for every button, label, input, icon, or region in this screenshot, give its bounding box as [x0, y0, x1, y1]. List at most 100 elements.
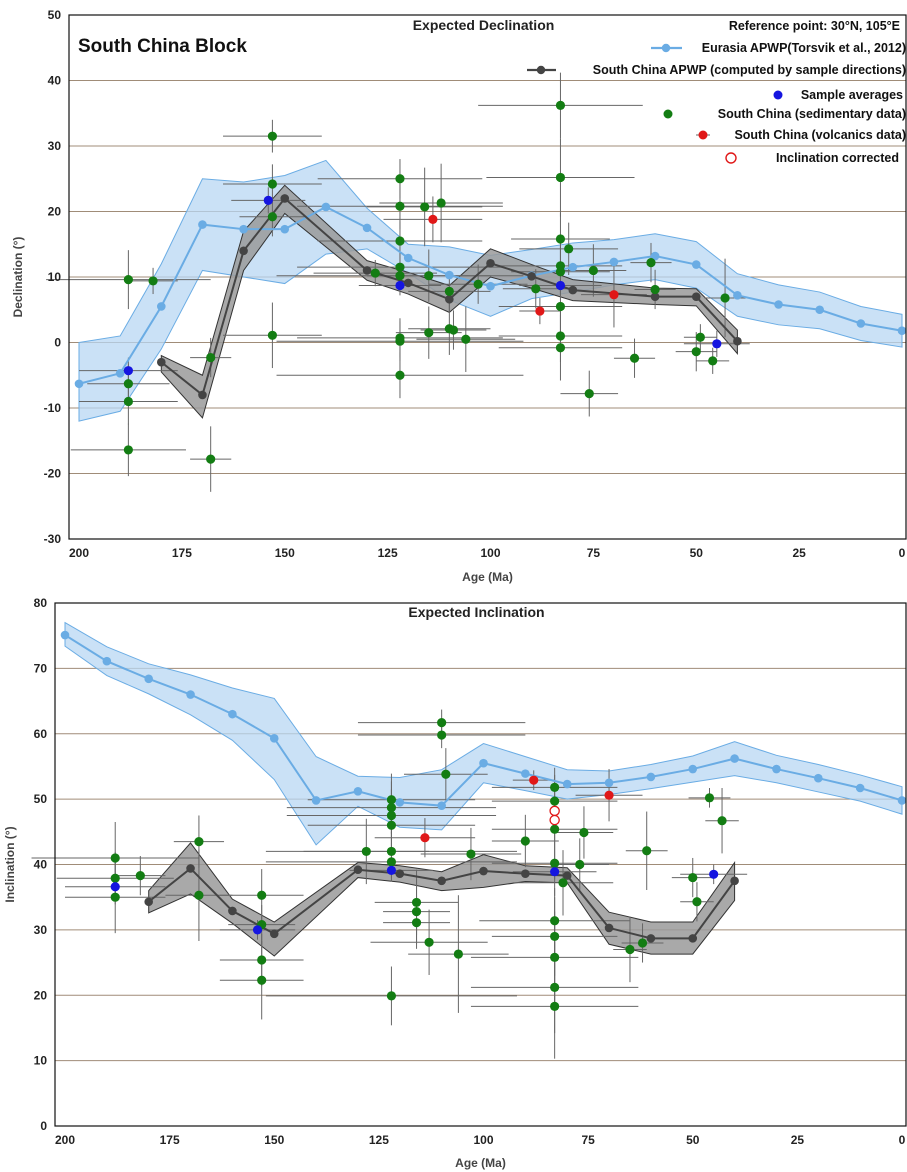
- inc-sedimentary-point: [550, 858, 560, 868]
- inc-sedimentary-point: [386, 820, 397, 830]
- inc-south-china-apwp-point: [688, 934, 698, 943]
- inc-y-tick-label: 0: [40, 1119, 47, 1133]
- dec-sedimentary-point: [370, 268, 380, 278]
- dec-south-china-apwp-point: [527, 272, 536, 281]
- inc-eurasia-apwp-point: [604, 778, 614, 788]
- inc-south-china-apwp-point: [228, 906, 237, 916]
- inc-sedimentary-point: [386, 810, 397, 821]
- inc-x-tick-label: 175: [160, 1133, 180, 1147]
- inclination-panel: 0 10 20 30 40 50 60 70 80 200 175 150 125 100 75 50 25 0 …: [3, 596, 907, 1170]
- dec-sedimentary-point: [448, 325, 459, 335]
- inc-y-tick-label: 50: [34, 792, 48, 806]
- inc-sedimentary-point: [550, 782, 560, 792]
- dec-eurasia-apwp-point: [650, 251, 660, 261]
- block-label: South China Block: [78, 36, 247, 57]
- dec-sedimentary-point: [588, 265, 598, 276]
- dec-sample-point: [263, 195, 273, 205]
- inc-sedimentary-point: [704, 793, 715, 803]
- dec-sedimentary-point: [148, 276, 158, 286]
- dec-eurasia-apwp-point: [568, 262, 578, 272]
- declination-gridlines: [69, 80, 906, 474]
- inc-sedimentary-point: [386, 991, 397, 1001]
- inclination-plot-frame: [54, 602, 907, 1127]
- inc-sedimentary-point: [257, 975, 267, 985]
- dec-eurasia-apwp-point: [280, 224, 290, 234]
- legend-eurasia-label: Eurasia APWP(Torsvik et al., 2012): [702, 41, 906, 55]
- inc-eurasia-apwp-point: [353, 786, 363, 796]
- legend-sedimentary-marker: [663, 109, 673, 119]
- dec-sedimentary-point: [420, 202, 430, 212]
- inc-eurasia-apwp-point: [814, 773, 823, 783]
- dec-sedimentary-point: [555, 331, 566, 341]
- inc-sedimentary-point: [558, 878, 568, 888]
- inc-sedimentary-point: [466, 849, 476, 859]
- inc-sedimentary-point: [257, 890, 267, 900]
- inclination-points: [110, 718, 727, 1011]
- dec-sedimentary-point: [123, 379, 133, 389]
- dec-sedimentary-point: [720, 293, 730, 303]
- inc-sample-point: [110, 882, 120, 892]
- inc-corrected-point: [549, 805, 560, 817]
- dec-sample-point: [395, 280, 405, 291]
- dec-sedimentary-point: [584, 388, 594, 399]
- inc-sedimentary-point: [386, 803, 397, 813]
- dec-y-tick-label: 30: [48, 139, 62, 153]
- inc-eurasia-confidence-band: [64, 621, 903, 846]
- dec-sedimentary-point: [206, 454, 216, 464]
- inc-sedimentary-point: [135, 871, 145, 881]
- dec-sedimentary-point: [123, 275, 133, 285]
- inc-eurasia-apwp-point: [144, 674, 153, 684]
- inc-volcanic-point: [529, 775, 539, 785]
- inc-south-china-apwp-point: [730, 876, 739, 886]
- inc-eurasia-apwp-point: [897, 796, 907, 805]
- inc-sedimentary-point: [642, 846, 652, 856]
- dec-south-china-apwp-point: [650, 292, 660, 301]
- legend-volcanic-label: South China (volcanics data): [734, 128, 906, 142]
- dec-sedimentary-point: [461, 334, 471, 344]
- dec-x-tick-label: 175: [172, 546, 192, 560]
- inc-eurasia-apwp-point: [521, 769, 530, 778]
- inc-x-tick-label: 200: [55, 1133, 75, 1147]
- dec-eurasia-apwp-point: [198, 220, 207, 229]
- dec-y-tick-label: -30: [44, 532, 62, 546]
- declination-plot-frame: [68, 14, 907, 540]
- inc-x-tick-label: 125: [369, 1133, 389, 1147]
- inc-sedimentary-point: [550, 824, 560, 834]
- inclination-title: Expected Inclination: [408, 604, 544, 620]
- legend-volcanic-marker: [698, 130, 708, 140]
- inc-south-china-apwp-point: [144, 897, 153, 907]
- inc-sedimentary-point: [692, 897, 702, 907]
- dec-sedimentary-point: [695, 332, 705, 342]
- inc-sedimentary-point: [520, 836, 530, 846]
- dec-south-china-apwp-point: [568, 285, 578, 295]
- inc-volcanic-point: [420, 833, 430, 843]
- inclination-eurasia-line: [60, 630, 907, 810]
- inc-sedimentary-point: [386, 846, 397, 857]
- dec-volcanic-point: [535, 306, 545, 316]
- inc-eurasia-apwp-point: [479, 758, 488, 768]
- dec-eurasia-apwp-point: [445, 270, 454, 280]
- inclination-south-china-line: [144, 864, 739, 943]
- inc-sedimentary-point: [441, 769, 451, 779]
- dec-sedimentary-point: [395, 174, 405, 184]
- dec-eurasia-apwp-point: [897, 326, 907, 336]
- dec-sedimentary-point: [436, 198, 446, 208]
- dec-y-tick-label: 0: [54, 336, 61, 350]
- dec-sedimentary-point: [650, 284, 660, 295]
- legend-south-china-marker: [536, 65, 546, 75]
- inc-x-tick-label: 50: [686, 1133, 700, 1147]
- inc-sedimentary-point: [194, 890, 204, 900]
- declination-eurasia-line: [74, 202, 907, 389]
- inc-south-china-apwp-point: [395, 869, 405, 878]
- dec-eurasia-apwp-point: [321, 202, 331, 212]
- inc-y-tick-label: 70: [34, 661, 48, 675]
- inc-x-tick-label: 100: [473, 1133, 493, 1147]
- dec-sedimentary-point: [646, 257, 656, 268]
- legend-eurasia-marker: [661, 43, 671, 53]
- dec-y-tick-label: 50: [48, 8, 62, 22]
- dec-y-tick-label: 20: [48, 205, 62, 219]
- inc-volcanic-point: [604, 790, 614, 800]
- inc-south-china-apwp-point: [353, 865, 363, 875]
- inc-sedimentary-point: [550, 931, 560, 942]
- legend-sedimentary-label: South China (sedimentary data): [718, 107, 906, 121]
